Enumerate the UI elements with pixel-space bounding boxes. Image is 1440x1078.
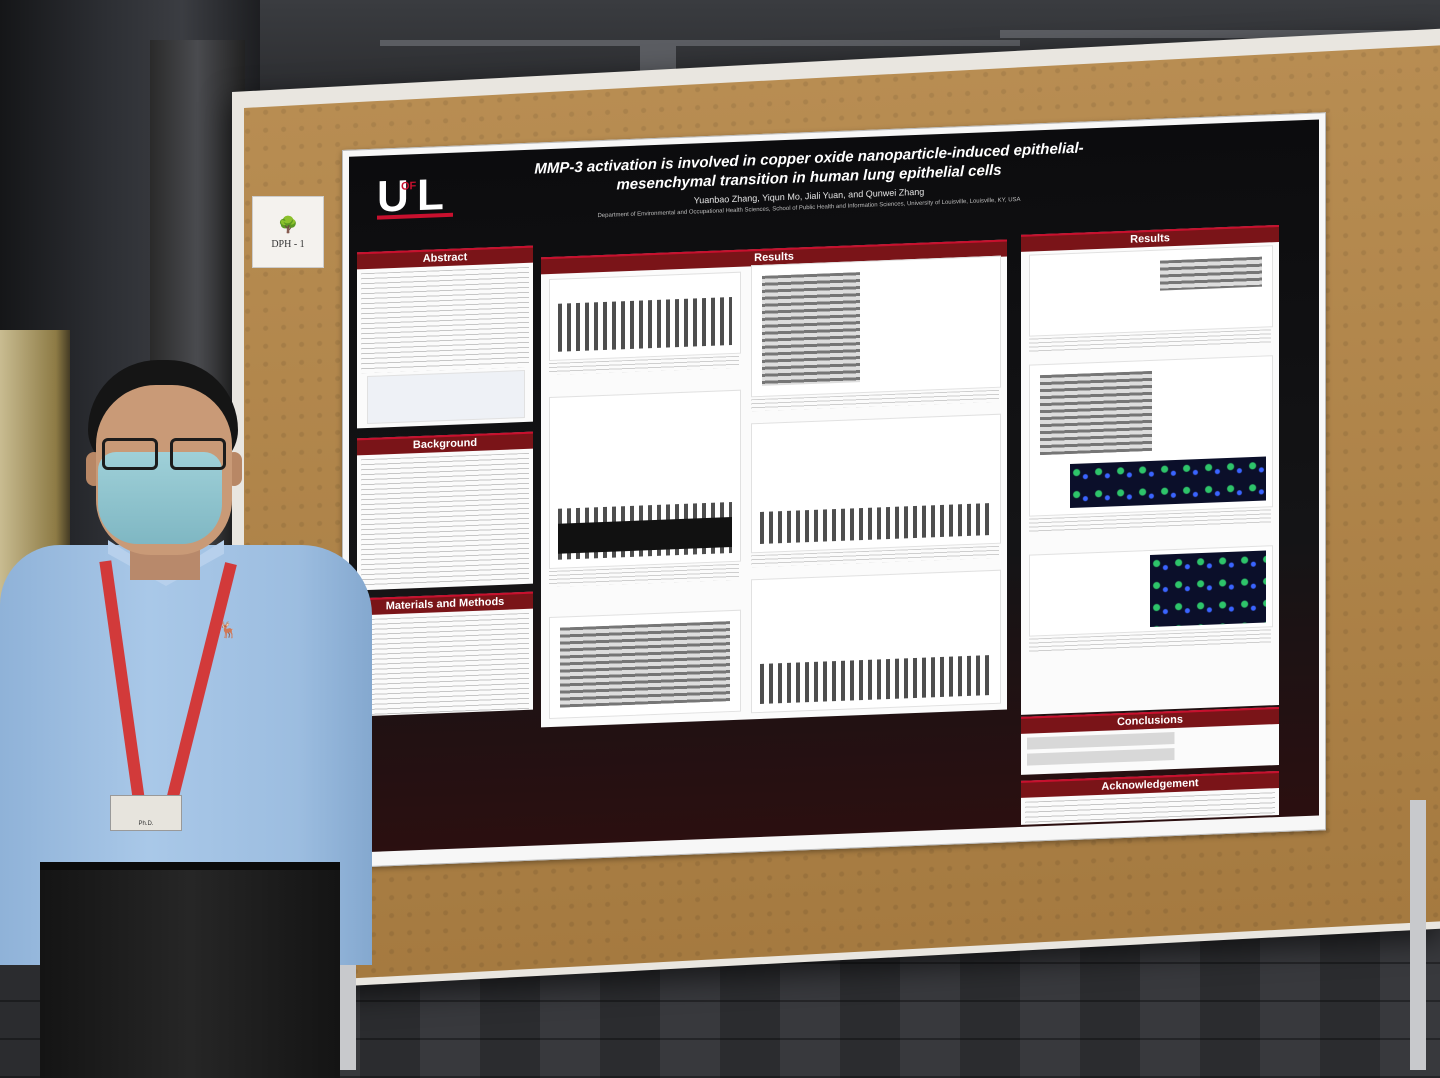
abstract-text <box>357 263 533 378</box>
figure-6 <box>751 413 1001 554</box>
id-badge-text: Ph.D. <box>138 821 154 827</box>
figure-9 <box>1029 355 1273 517</box>
research-poster: U OF L MMP-3 activation is involved in c… <box>342 112 1326 868</box>
board-leg <box>1410 800 1426 1070</box>
acknowledgement-section: Acknowledgement <box>1021 771 1279 825</box>
figure-5 <box>751 255 1001 398</box>
methods-section: Materials and Methods <box>357 591 533 720</box>
figure-2 <box>549 389 741 570</box>
results-center-section: Results <box>541 239 1007 728</box>
abstract-graphic <box>367 369 525 425</box>
figure-8 <box>1029 245 1273 337</box>
id-badge: Ph.D. <box>110 795 182 831</box>
microscopy-panel-2 <box>1150 550 1266 627</box>
results-right-section: Results <box>1021 225 1279 715</box>
conclusions-section: Conclusions <box>1021 707 1279 775</box>
shirt-logo-icon: 🦌 <box>218 622 238 639</box>
abstract-section: Abstract <box>357 245 533 429</box>
lens-right <box>170 438 226 470</box>
lens-left <box>102 438 158 470</box>
background-text <box>357 449 533 592</box>
booth-tag-text: DPH - 1 <box>271 238 305 250</box>
figure-10 <box>1029 545 1273 637</box>
microscopy-panel <box>1070 456 1266 509</box>
logo-of: OF <box>401 180 417 193</box>
figure-7 <box>751 569 1001 714</box>
methods-text <box>357 609 533 720</box>
glasses <box>100 438 226 470</box>
pants <box>40 870 340 1078</box>
tree-icon: 🌳 <box>278 216 298 234</box>
uofl-logo: U OF L <box>377 170 453 222</box>
booth-tag: 🌳 DPH - 1 <box>252 196 324 268</box>
figure-3 <box>549 609 741 720</box>
logo-l: L <box>417 170 444 221</box>
ceiling-beam <box>1000 30 1440 38</box>
background-section: Background <box>357 431 533 592</box>
figure-1 <box>549 271 741 362</box>
ceiling-beam <box>380 40 1020 46</box>
poster-inner: U OF L MMP-3 activation is involved in c… <box>349 119 1319 853</box>
